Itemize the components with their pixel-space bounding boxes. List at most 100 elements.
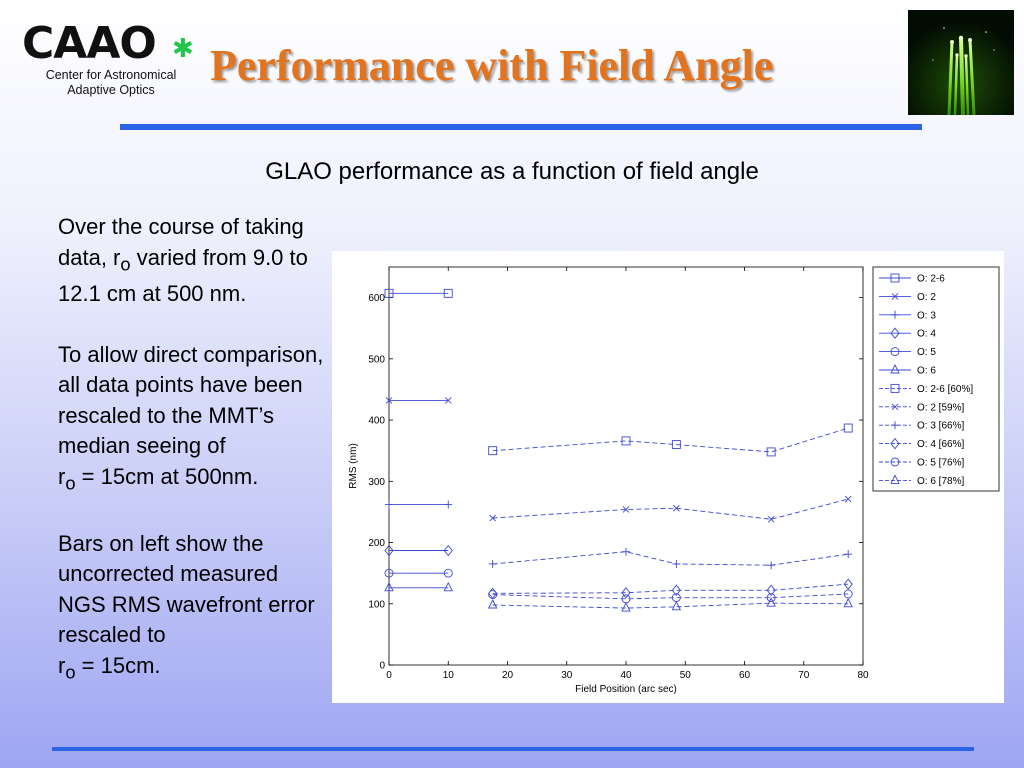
data-point (384, 581, 394, 592)
legend-marker (891, 310, 899, 319)
legend-box (872, 266, 1000, 492)
x-tick-label: 20 (502, 670, 514, 681)
legend-label: O: 3 [66%] (917, 421, 964, 432)
data-point (766, 447, 776, 457)
data-point (671, 584, 681, 597)
data-point (766, 597, 776, 607)
footer-divider (52, 747, 974, 751)
series-3 (384, 544, 453, 557)
x-axis-label: Field Position (arc sec) (575, 684, 677, 695)
data-point (443, 568, 453, 578)
y-tick-label: 400 (368, 416, 385, 427)
legend-label: O: 5 [76%] (917, 458, 964, 469)
paragraph-rescaling: To allow direct comparison, all data poi… (58, 341, 324, 494)
legend-label: O: 6 (917, 366, 936, 377)
y-tick-label: 300 (368, 477, 385, 488)
paragraph-bars-note: Bars on left show the uncorrected measur… (58, 530, 315, 683)
data-point (444, 397, 452, 404)
legend-marker (890, 474, 900, 484)
x-tick-label: 10 (443, 670, 455, 681)
star-icon: ✱ (172, 33, 194, 63)
legend-label: O: 5 (917, 347, 936, 358)
x-tick-label: 60 (739, 670, 751, 681)
chart-svg: 0 10 20 30 40 50 60 70 80 0 100 200 300 400 500 600 Fiel… (348, 266, 1000, 695)
data-point (621, 436, 631, 446)
y-axis-label: RMS (nm) (348, 443, 359, 489)
data-point (385, 397, 393, 404)
data-point (766, 593, 776, 603)
legend-marker (891, 421, 899, 430)
series-8 (488, 547, 853, 570)
data-point (843, 597, 853, 608)
logo-wordmark: CAAO (22, 18, 157, 69)
series-line (492, 498, 849, 520)
legend-label: O: 6 [78%] (917, 476, 964, 487)
data-point (487, 598, 498, 609)
data-point (384, 288, 394, 298)
series-line (492, 602, 849, 609)
data-point (488, 559, 497, 568)
y-tick-label: 100 (368, 599, 385, 610)
legend: O: 2-6 O: 2 O: 3 O: 4 O: 5 O: 6 O: 2-6 [60%] O:… (872, 266, 1000, 492)
logo-caption-line2: Adaptive Optics (67, 83, 155, 97)
data-point (443, 544, 453, 557)
caao-logo: CAAO ✱ Center for Astronomical Adaptive … (22, 18, 202, 108)
legend-label: O: 2-6 (917, 274, 945, 285)
series-2 (385, 500, 453, 509)
series-6 (488, 423, 853, 457)
x-tick-label: 70 (798, 670, 810, 681)
data-point (384, 544, 394, 557)
x-tick-label: 50 (680, 670, 692, 681)
body-text: Over the course of taking data, ro varie… (58, 212, 330, 718)
data-point (673, 504, 680, 512)
data-point (443, 288, 453, 298)
data-point (844, 495, 852, 503)
data-point (767, 561, 776, 570)
series-line (492, 593, 849, 600)
data-point (489, 514, 497, 522)
series-4 (384, 568, 453, 578)
data-point (843, 423, 853, 433)
series-0 (384, 288, 453, 298)
legend-label: O: 4 (917, 329, 936, 340)
data-point (384, 568, 394, 578)
legend-marker (890, 273, 900, 283)
data-point (443, 581, 453, 592)
legend-marker (890, 457, 900, 467)
laser-beams-image (908, 10, 1014, 115)
legend-marker (890, 327, 900, 339)
data-point (672, 559, 681, 568)
paragraph-ro-range: Over the course of taking data, ro varie… (58, 214, 308, 307)
data-point (488, 446, 498, 456)
legend-marker (891, 403, 899, 411)
x-tick-label: 0 (386, 670, 392, 681)
logo-caption-line1: Center for Astronomical (45, 68, 177, 82)
legend-marker (890, 437, 900, 450)
legend-label: O: 4 [66%] (917, 439, 964, 450)
legend-marker (891, 293, 899, 300)
y-tick-label: 200 (368, 538, 385, 549)
data-point (621, 602, 631, 612)
data-point (444, 500, 453, 509)
data-point (844, 550, 853, 559)
y-tick-label: 500 (368, 354, 385, 365)
legend-marker (890, 383, 900, 393)
data-point (671, 440, 681, 450)
series-1 (385, 397, 452, 404)
series-line (492, 427, 849, 453)
legend-label: O: 3 (917, 310, 936, 321)
data-point (843, 578, 853, 590)
data-point (767, 515, 775, 523)
laser-guide-star-photo (908, 10, 1014, 115)
data-point (766, 584, 776, 597)
data-point (622, 547, 630, 556)
legend-label: O: 2 [59%] (917, 402, 964, 413)
series-7 (489, 495, 852, 523)
x-tick-label: 30 (561, 670, 573, 681)
header-divider (120, 124, 922, 130)
legend-marker (890, 363, 900, 374)
series-line (492, 583, 849, 594)
legend-label: O: 2-6 [60%] (917, 384, 973, 395)
slide-title: Performance with Field Angle (210, 41, 774, 90)
x-tick-label: 40 (620, 670, 632, 681)
